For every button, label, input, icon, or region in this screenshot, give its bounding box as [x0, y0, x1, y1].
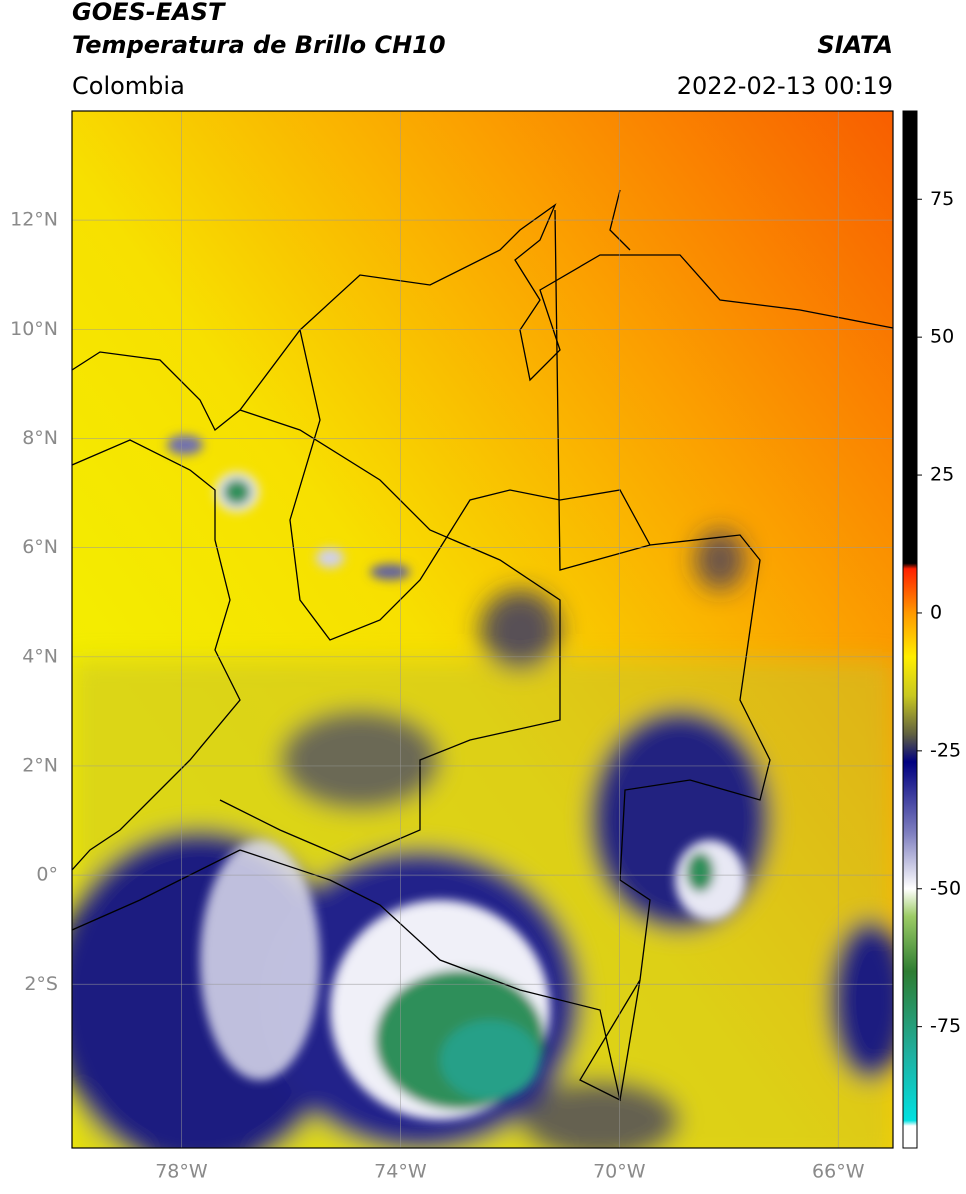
title: GOES-EAST [72, 0, 226, 26]
colorbar-tick-label: 75 [930, 188, 954, 210]
colorbar-tick-label: 50 [930, 326, 954, 348]
colorbar-tick-label: 0 [930, 601, 942, 623]
x-tick-label: 66°W [812, 1161, 865, 1183]
colorbar-fill [902, 110, 918, 1149]
borders [72, 189, 893, 1102]
x-tick-label: 70°W [593, 1161, 646, 1183]
y-tick-label: 4°N [22, 645, 58, 667]
satellite-image [72, 111, 893, 1148]
x-tick-label: 78°W [155, 1161, 208, 1183]
subtitle: Temperatura de Brillo CH10 [72, 31, 446, 59]
y-tick-label: 6°N [22, 536, 58, 558]
y-tick-label: 0° [36, 864, 58, 886]
x-tick-label: 74°W [374, 1161, 427, 1183]
colorbar-tick-label: 25 [930, 464, 954, 486]
y-tick-label: 12°N [10, 209, 58, 231]
colorbar: 75 50 25 0 -25 -50 -75 [902, 110, 961, 1149]
colorbar-tick-label: -75 [930, 1015, 961, 1037]
colorbar-tick-label: -50 [930, 877, 961, 899]
colorbar-tick-label: -25 [930, 739, 961, 761]
y-tick-label: 2°S [24, 973, 58, 995]
source: SIATA [817, 31, 893, 59]
region: Colombia [72, 72, 185, 100]
grid [72, 111, 893, 1148]
datetime: 2022-02-13 00:19 [677, 72, 893, 100]
y-tick-label: 8°N [22, 427, 58, 449]
y-tick-label: 2°N [22, 754, 58, 776]
y-tick-label: 10°N [10, 318, 58, 340]
map-frame [71, 110, 894, 1149]
